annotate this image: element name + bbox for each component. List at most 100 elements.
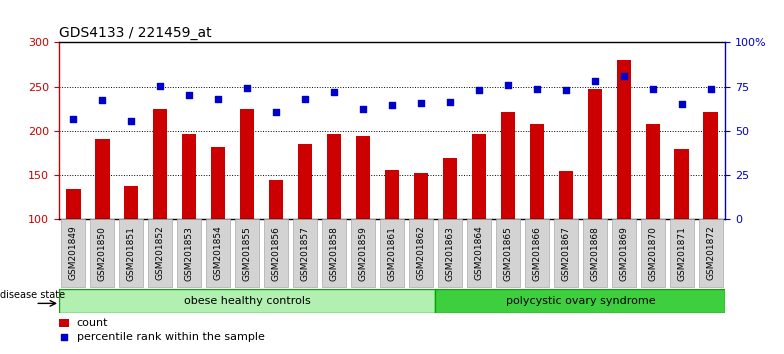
FancyBboxPatch shape <box>235 219 259 287</box>
Text: percentile rank within the sample: percentile rank within the sample <box>77 332 265 342</box>
Bar <box>327 133 341 219</box>
Text: count: count <box>77 318 108 328</box>
Bar <box>616 60 631 219</box>
FancyBboxPatch shape <box>641 219 665 287</box>
FancyBboxPatch shape <box>119 219 143 287</box>
Text: GSM201850: GSM201850 <box>98 225 107 281</box>
Point <box>58 334 71 340</box>
Bar <box>211 147 226 219</box>
Point <box>212 96 224 102</box>
Bar <box>414 172 428 219</box>
Text: GSM201851: GSM201851 <box>127 225 136 281</box>
Text: GSM201853: GSM201853 <box>185 225 194 281</box>
Text: GSM201863: GSM201863 <box>445 225 455 281</box>
Text: GSM201855: GSM201855 <box>242 225 252 281</box>
FancyBboxPatch shape <box>438 219 462 287</box>
FancyBboxPatch shape <box>177 219 201 287</box>
Text: GDS4133 / 221459_at: GDS4133 / 221459_at <box>59 26 212 40</box>
Bar <box>558 171 573 219</box>
FancyBboxPatch shape <box>612 219 636 287</box>
Bar <box>182 133 197 219</box>
Text: GSM201867: GSM201867 <box>561 225 570 281</box>
Text: GSM201868: GSM201868 <box>590 225 599 281</box>
Text: GSM201858: GSM201858 <box>329 225 339 281</box>
FancyBboxPatch shape <box>351 219 375 287</box>
Bar <box>356 136 370 219</box>
FancyBboxPatch shape <box>59 289 435 313</box>
Point <box>67 117 79 122</box>
Text: GSM201870: GSM201870 <box>648 225 657 281</box>
FancyBboxPatch shape <box>293 219 317 287</box>
FancyBboxPatch shape <box>380 219 404 287</box>
FancyBboxPatch shape <box>148 219 172 287</box>
Bar <box>703 112 718 219</box>
Text: GSM201857: GSM201857 <box>300 225 310 281</box>
Text: obese healthy controls: obese healthy controls <box>183 296 310 306</box>
Text: GSM201866: GSM201866 <box>532 225 542 281</box>
Text: GSM201852: GSM201852 <box>156 226 165 280</box>
Point <box>125 118 137 124</box>
Text: GSM201862: GSM201862 <box>416 226 426 280</box>
Point <box>444 99 456 105</box>
FancyBboxPatch shape <box>699 219 723 287</box>
FancyBboxPatch shape <box>467 219 491 287</box>
FancyBboxPatch shape <box>525 219 549 287</box>
Point <box>154 83 166 89</box>
FancyBboxPatch shape <box>206 219 230 287</box>
Bar <box>385 170 399 219</box>
Point <box>299 96 311 102</box>
Bar <box>124 186 139 219</box>
Bar <box>530 124 544 219</box>
FancyBboxPatch shape <box>670 219 694 287</box>
Bar <box>587 88 602 219</box>
Text: GSM201865: GSM201865 <box>503 225 513 281</box>
Point <box>647 86 659 91</box>
Point <box>183 92 195 97</box>
Point <box>357 106 369 112</box>
Text: GSM201854: GSM201854 <box>214 226 223 280</box>
Bar <box>501 112 515 219</box>
FancyBboxPatch shape <box>264 219 288 287</box>
Bar <box>95 139 110 219</box>
Point <box>618 73 630 79</box>
Text: GSM201859: GSM201859 <box>358 225 368 281</box>
FancyBboxPatch shape <box>583 219 607 287</box>
FancyBboxPatch shape <box>435 289 725 313</box>
Bar <box>240 109 254 219</box>
Text: GSM201864: GSM201864 <box>474 226 484 280</box>
Bar <box>443 159 457 219</box>
Point <box>415 100 427 105</box>
Text: GSM201856: GSM201856 <box>271 225 281 281</box>
Text: GSM201871: GSM201871 <box>677 225 686 281</box>
Point <box>473 87 485 93</box>
Point <box>560 87 572 93</box>
Point <box>705 86 717 91</box>
FancyBboxPatch shape <box>496 219 520 287</box>
Text: disease state: disease state <box>0 290 65 301</box>
FancyBboxPatch shape <box>322 219 346 287</box>
Bar <box>153 109 168 219</box>
Text: GSM201872: GSM201872 <box>706 226 715 280</box>
FancyBboxPatch shape <box>61 219 85 287</box>
Text: GSM201869: GSM201869 <box>619 225 628 281</box>
Bar <box>59 319 69 327</box>
Bar <box>298 144 312 219</box>
Point <box>270 109 282 114</box>
Bar <box>674 149 689 219</box>
Text: GSM201849: GSM201849 <box>69 226 78 280</box>
Point <box>96 97 108 103</box>
Text: GSM201861: GSM201861 <box>387 225 397 281</box>
FancyBboxPatch shape <box>554 219 578 287</box>
Bar <box>472 133 486 219</box>
Bar <box>66 188 81 219</box>
Point <box>241 85 253 91</box>
Point <box>531 86 543 92</box>
FancyBboxPatch shape <box>90 219 114 287</box>
Point <box>502 82 514 88</box>
Point <box>589 79 601 84</box>
Point <box>386 103 398 108</box>
Bar <box>269 180 283 219</box>
Point <box>676 102 688 107</box>
Text: polycystic ovary syndrome: polycystic ovary syndrome <box>506 296 655 306</box>
FancyBboxPatch shape <box>409 219 433 287</box>
